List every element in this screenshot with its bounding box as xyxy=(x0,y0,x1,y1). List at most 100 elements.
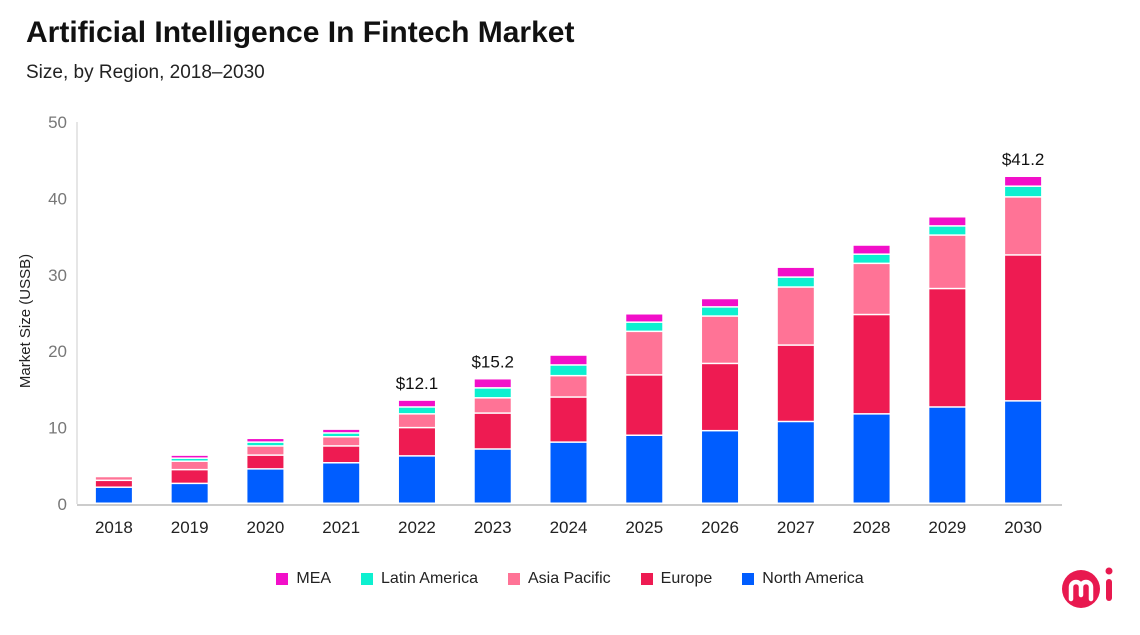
legend-swatch xyxy=(640,573,653,585)
bar-segment-europe xyxy=(247,455,284,469)
legend-label: Latin America xyxy=(381,570,478,587)
bar-segment-latin-america xyxy=(777,277,814,287)
x-tick-label: 2030 xyxy=(1004,518,1042,537)
bar-segment-north-america xyxy=(247,469,284,503)
bar-segment-north-america xyxy=(853,414,890,503)
bar-segment-europe xyxy=(398,428,435,456)
bar-segment-north-america xyxy=(171,484,208,503)
bar-segment-mea xyxy=(702,299,739,307)
bar-segment-mea xyxy=(398,400,435,407)
legend-item: North America xyxy=(742,570,864,588)
bar-segment-north-america xyxy=(323,463,360,503)
x-tick-label: 2023 xyxy=(474,518,512,537)
legend-swatch xyxy=(742,573,755,585)
data-label: $41.2 xyxy=(1002,150,1045,169)
bar-segment-latin-america xyxy=(247,442,284,446)
bar-segment-mea xyxy=(323,429,360,433)
legend-label: North America xyxy=(762,570,864,587)
x-tick-label: 2029 xyxy=(928,518,966,537)
bar-segment-mea xyxy=(929,217,966,226)
x-tick-label: 2020 xyxy=(247,518,285,537)
bar-segment-asia-pacific xyxy=(550,376,587,397)
brand-logo xyxy=(1062,567,1113,608)
legend-item: Europe xyxy=(640,570,713,588)
data-label: $12.1 xyxy=(396,374,439,393)
bar-segment-asia-pacific xyxy=(171,461,208,469)
bar-segment-asia-pacific xyxy=(929,235,966,288)
legend-item: Latin America xyxy=(361,570,478,588)
y-tick-label: 10 xyxy=(48,419,67,438)
y-tick-label: 50 xyxy=(48,113,67,132)
legend-label: Asia Pacific xyxy=(527,570,611,587)
legend-swatch xyxy=(276,573,289,585)
legend: MEA Latin America Asia Pacific Europe North … xyxy=(0,570,1140,588)
bar-segment-asia-pacific xyxy=(626,332,663,375)
x-tick-label: 2025 xyxy=(625,518,663,537)
bar-segment-north-america xyxy=(474,449,511,503)
bar-segment-north-america xyxy=(95,487,132,503)
bar-segment-mea xyxy=(550,355,587,365)
bar-segment-europe xyxy=(171,470,208,483)
bar-segment-latin-america xyxy=(853,254,890,263)
bar-segment-asia-pacific xyxy=(474,398,511,413)
bar-segment-asia-pacific xyxy=(853,264,890,314)
y-tick-label: 40 xyxy=(48,189,67,208)
bar-segment-europe xyxy=(702,364,739,430)
y-tick-label: 20 xyxy=(48,342,67,361)
bar-segment-latin-america xyxy=(398,407,435,414)
legend-swatch xyxy=(507,573,520,585)
bar-segment-latin-america xyxy=(323,433,360,437)
bar-segment-latin-america xyxy=(474,388,511,398)
x-tick-label: 2024 xyxy=(550,518,588,537)
bar-segment-asia-pacific xyxy=(398,414,435,427)
bar-segment-asia-pacific xyxy=(702,316,739,363)
legend-swatch xyxy=(361,573,374,585)
bar-segment-europe xyxy=(853,315,890,414)
bar-segment-mea xyxy=(474,379,511,388)
x-tick-label: 2026 xyxy=(701,518,739,537)
bar-segment-europe xyxy=(550,397,587,442)
x-tick-label: 2021 xyxy=(322,518,360,537)
bar-segment-asia-pacific xyxy=(777,287,814,345)
chart-subtitle: Size, by Region, 2018–2030 xyxy=(26,62,265,83)
x-tick-label: 2018 xyxy=(95,518,133,537)
y-tick-label: 30 xyxy=(48,266,67,285)
y-tick-label: 0 xyxy=(58,495,67,514)
bar-segment-europe xyxy=(474,413,511,449)
x-tick-label: 2019 xyxy=(171,518,209,537)
bar-segment-europe xyxy=(929,289,966,407)
bar-segment-europe xyxy=(1005,255,1042,401)
bar-segment-latin-america xyxy=(929,226,966,235)
bar-segment-latin-america xyxy=(1005,186,1042,197)
bar-segment-asia-pacific xyxy=(1005,197,1042,255)
bar-segment-mea xyxy=(171,455,208,458)
legend-label: Europe xyxy=(660,570,713,587)
bar-segment-latin-america xyxy=(626,322,663,331)
y-axis-label: Market Size (USSB) xyxy=(17,254,34,388)
bar-segment-latin-america xyxy=(550,365,587,375)
x-tick-label: 2028 xyxy=(853,518,891,537)
bar-segment-mea xyxy=(853,245,890,254)
bar-segment-europe xyxy=(323,446,360,463)
bar-segment-north-america xyxy=(626,436,663,503)
x-tick-label: 2022 xyxy=(398,518,436,537)
bar-segment-europe xyxy=(626,375,663,435)
bar-segment-latin-america xyxy=(702,307,739,316)
bar-segment-asia-pacific xyxy=(247,446,284,455)
bar-segment-north-america xyxy=(398,456,435,503)
bar-segment-mea xyxy=(626,314,663,322)
bar-segment-mea xyxy=(1005,177,1042,186)
bar-segment-mea xyxy=(777,267,814,277)
bar-segment-europe xyxy=(95,481,132,487)
bar-segment-asia-pacific xyxy=(323,437,360,446)
chart-title: Artificial Intelligence In Fintech Marke… xyxy=(26,16,575,49)
bar-segment-north-america xyxy=(777,422,814,503)
x-tick-label: 2027 xyxy=(777,518,815,537)
bar-segment-latin-america xyxy=(171,458,208,461)
bar-segment-asia-pacific xyxy=(95,477,132,480)
data-label: $15.2 xyxy=(471,352,514,371)
bar-segment-europe xyxy=(777,345,814,421)
bar-segment-north-america xyxy=(702,431,739,503)
bar-segment-mea xyxy=(247,439,284,442)
